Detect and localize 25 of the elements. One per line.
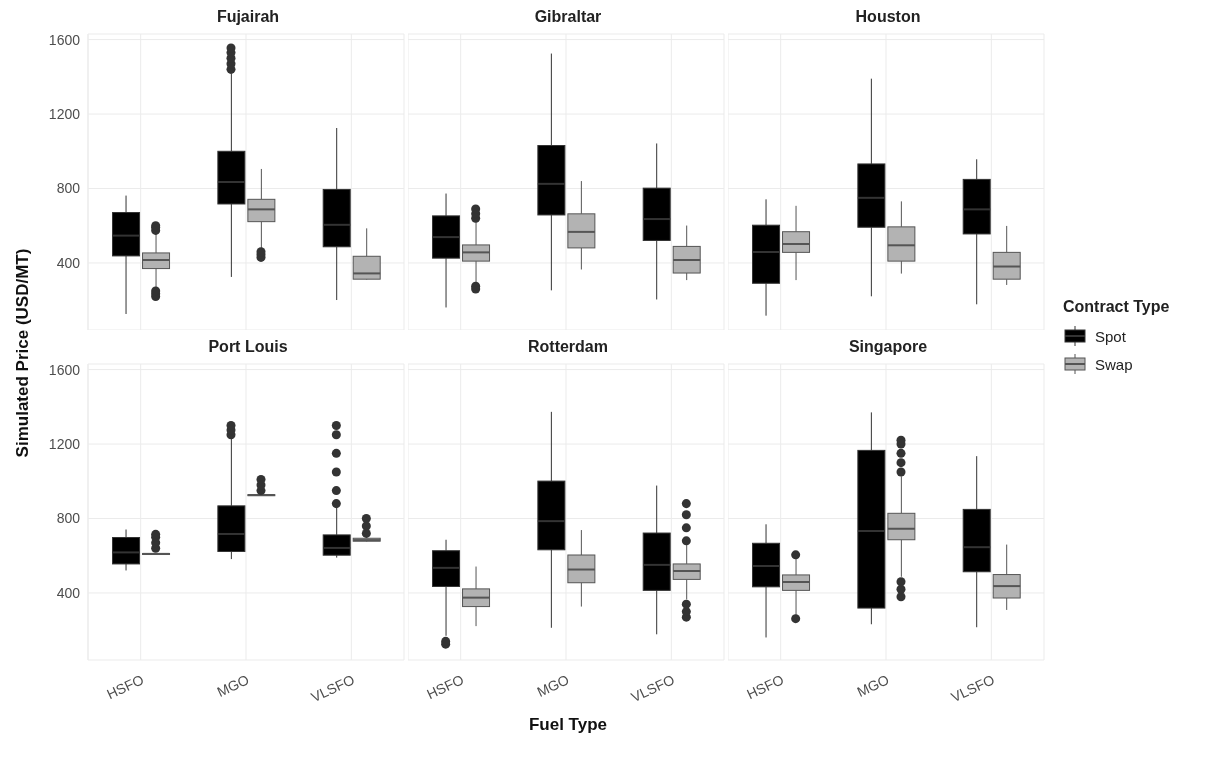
chart-title: Singapore: [847, 338, 929, 357]
legend-label: Swap: [1095, 355, 1133, 373]
y-axis-title: Simulated Price (USD/MT): [13, 248, 33, 458]
y-tick-label: 1600: [48, 31, 81, 48]
x-axis-title: Fuel Type: [527, 715, 609, 735]
x-tick-label: MGO: [214, 671, 252, 700]
y-tick-label: 1600: [48, 361, 81, 378]
y-tick-label: 400: [56, 584, 81, 601]
chart-title: Gibraltar: [533, 8, 603, 27]
x-tick-label: MGO: [534, 671, 572, 700]
chart-title: Houston: [854, 8, 922, 27]
y-tick-label: 800: [56, 510, 81, 527]
legend-label: Spot: [1095, 327, 1126, 345]
x-tick-label: HSFO: [424, 671, 467, 703]
chart-title: Port Louis: [207, 338, 289, 357]
chart-title: Rotterdam: [527, 338, 609, 357]
y-tick-label: 1200: [48, 436, 81, 453]
x-tick-label: MGO: [854, 671, 892, 700]
chart-title: Fujairah: [215, 8, 281, 27]
y-tick-label: 1200: [48, 106, 81, 123]
y-tick-label: 800: [56, 180, 81, 197]
legend-title: Contract Type: [1063, 298, 1170, 316]
x-tick-label: HSFO: [104, 671, 147, 703]
x-tick-label: HSFO: [744, 671, 787, 703]
y-tick-label: 400: [56, 254, 81, 271]
